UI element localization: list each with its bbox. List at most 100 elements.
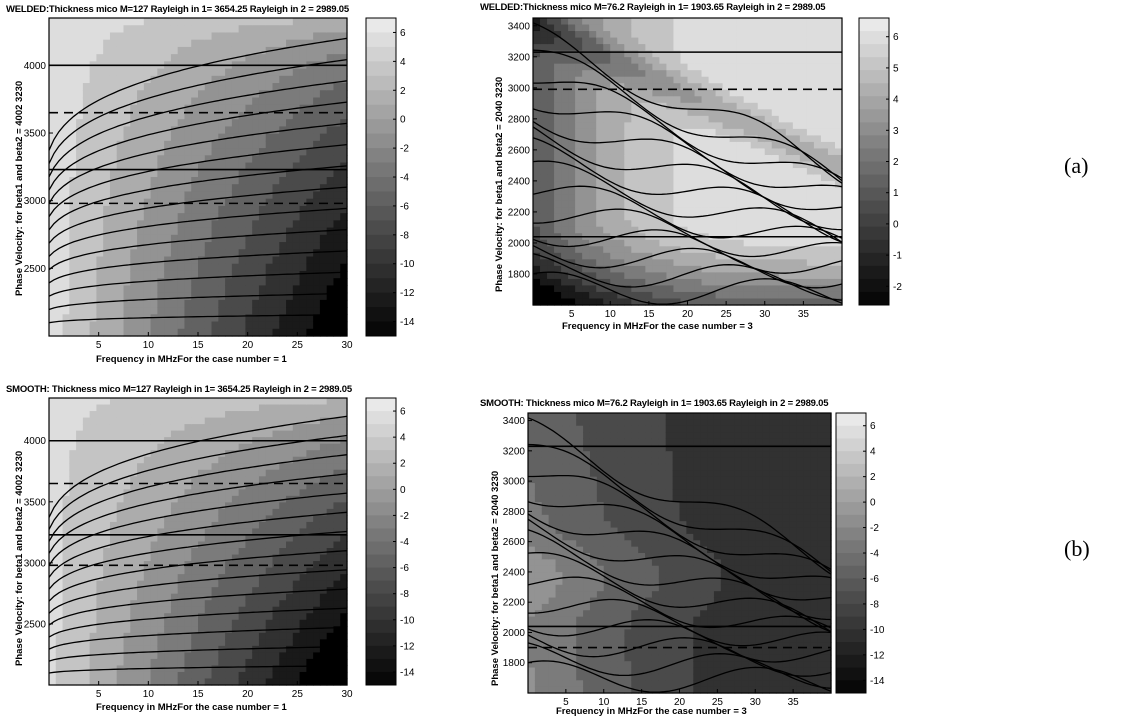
heatmap-cell (617, 96, 625, 104)
heatmap-cell (561, 187, 569, 195)
heatmap-cell (123, 140, 131, 149)
heatmap-cell (687, 83, 696, 91)
heatmap-cell (313, 220, 321, 229)
heatmap-cell (49, 90, 57, 99)
heatmap-cell (103, 270, 111, 279)
heatmap-cell (764, 109, 773, 117)
heatmap-cell (109, 495, 118, 503)
heatmap-cell (568, 181, 576, 189)
heatmap-cell (806, 24, 815, 32)
heatmap-cell (292, 169, 301, 178)
heatmap-cell (116, 658, 125, 667)
heatmap-cell (554, 102, 562, 110)
heatmap-cell (157, 169, 165, 178)
colorbar-band (859, 18, 889, 32)
heatmap-cell (218, 234, 226, 243)
colorbar-tick-label: 3 (893, 126, 899, 137)
heatmap-cell (799, 200, 808, 208)
heatmap-cell (164, 278, 172, 287)
heatmap-cell (265, 234, 274, 243)
heatmap-cell (589, 37, 597, 45)
heatmap-cell (211, 256, 219, 265)
heatmap-cell (184, 285, 192, 294)
heatmap-cell (272, 177, 280, 185)
heatmap-cell (130, 495, 138, 503)
heatmap-cell (218, 54, 226, 62)
heatmap-cell (69, 463, 77, 471)
heatmap-cell (204, 39, 213, 48)
heatmap-cell (729, 200, 738, 208)
heatmap-cell (143, 600, 152, 608)
heatmap-cell (292, 25, 301, 34)
heatmap-cell (834, 76, 843, 84)
heatmap-cell (157, 191, 165, 200)
heatmap-cell (785, 109, 794, 117)
heatmap-cell (701, 57, 710, 65)
heatmap-cell (652, 141, 661, 150)
heatmap-cell (547, 226, 555, 234)
heatmap-cell (603, 70, 611, 78)
heatmap-cell (191, 177, 199, 185)
heatmap-cell (645, 220, 653, 228)
heatmap-cell (785, 89, 794, 97)
heatmap-cell (109, 639, 118, 647)
heatmap-cell (49, 177, 57, 185)
heatmap-cell (799, 207, 808, 215)
heatmap-cell (177, 90, 186, 99)
heatmap-cell (69, 626, 77, 634)
heatmap-cell (265, 126, 274, 135)
heatmap-cell (617, 76, 625, 84)
heatmap-cell (624, 174, 632, 182)
heatmap-cell (722, 226, 731, 234)
heatmap-cell (680, 239, 689, 247)
heatmap-cell (109, 68, 118, 77)
heatmap-cell (319, 46, 328, 55)
heatmap-cell (55, 148, 64, 156)
heatmap-cell (170, 580, 179, 588)
heatmap-cell (561, 272, 569, 280)
heatmap-cell (568, 122, 576, 130)
heatmap-cell (617, 18, 625, 26)
heatmap-cell (137, 111, 145, 120)
heatmap-cell (750, 246, 759, 254)
heatmap-cell (596, 259, 604, 267)
heatmap-cell (645, 239, 653, 247)
heatmap-cell (610, 298, 618, 306)
heatmap-cell (184, 328, 192, 337)
heatmap-cell (69, 198, 77, 207)
heatmap-cell (150, 97, 158, 106)
heatmap-cell (157, 205, 165, 214)
heatmap-cell (89, 554, 98, 562)
heatmap-cell (547, 174, 555, 182)
x-tick-label: 10 (143, 340, 155, 351)
heatmap-cell (617, 57, 625, 65)
heatmap-cell (813, 44, 822, 52)
heatmap-cell (69, 528, 77, 536)
heatmap-cell (785, 115, 794, 123)
heatmap-cell (286, 25, 294, 34)
heatmap-cell (76, 502, 84, 510)
heatmap-cell (69, 658, 77, 667)
heatmap-cell (265, 205, 274, 214)
heatmap-cell (666, 148, 675, 156)
heatmap-cell (666, 291, 675, 300)
heatmap-cell (306, 97, 314, 106)
heatmap-cell (69, 140, 77, 149)
heatmap-cell (785, 252, 794, 260)
heatmap-cell (638, 154, 646, 163)
heatmap-cell (673, 220, 682, 228)
heatmap-cell (820, 259, 829, 267)
heatmap-cell (150, 645, 158, 653)
heatmap-cell (757, 272, 766, 280)
heatmap-cell (157, 249, 165, 258)
heatmap-cell (130, 502, 138, 510)
heatmap-cell (299, 111, 307, 120)
heatmap-cell (55, 626, 64, 634)
heatmap-cell (694, 272, 703, 280)
heatmap-cell (568, 291, 576, 300)
heatmap-cell (292, 299, 301, 308)
heatmap-cell (143, 32, 152, 41)
heatmap-cell (575, 122, 583, 130)
heatmap-cell (150, 32, 158, 41)
heatmap-cell (286, 299, 294, 308)
